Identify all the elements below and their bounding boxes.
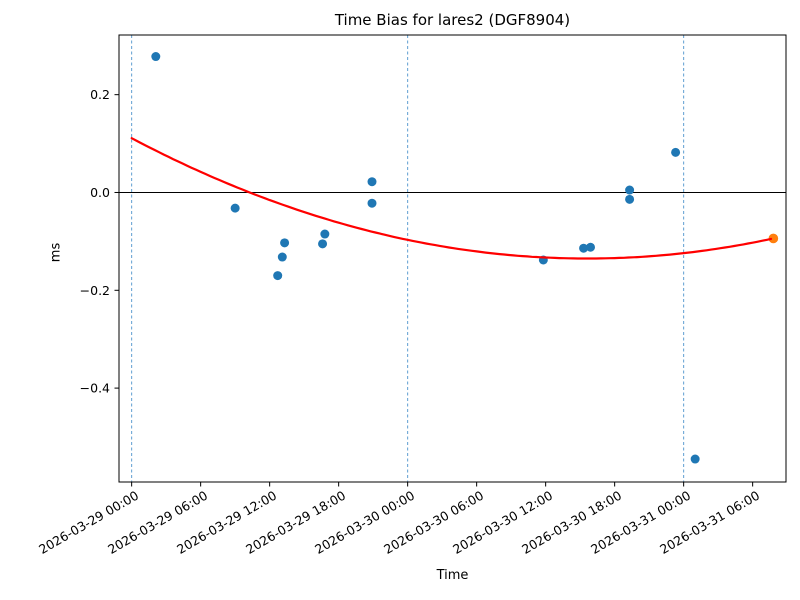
- x-axis-label: Time: [436, 568, 469, 583]
- data-point: [151, 52, 161, 62]
- plot-frame: [118, 34, 787, 483]
- data-point: [586, 242, 595, 252]
- data-point: [579, 243, 589, 253]
- y-tick-label: 0.2: [90, 87, 110, 102]
- chart-title: Time Bias for lares2 (DGF8904): [334, 11, 571, 29]
- data-point: [625, 185, 635, 195]
- fit-curve: [130, 137, 773, 260]
- latest-data-point: [768, 233, 779, 244]
- data-point: [320, 229, 330, 239]
- data-point: [625, 194, 635, 204]
- data-point: [690, 454, 700, 464]
- data-point: [318, 239, 328, 249]
- data-point: [367, 198, 377, 208]
- data-point: [280, 238, 290, 248]
- data-point: [273, 271, 283, 281]
- data-point: [277, 252, 287, 262]
- y-tick-label: 0.0: [90, 185, 110, 200]
- data-point: [671, 147, 681, 157]
- y-tick-label: −0.2: [80, 283, 110, 298]
- data-point: [367, 177, 377, 187]
- data-point: [230, 203, 240, 213]
- y-tick-label: −0.4: [80, 381, 110, 396]
